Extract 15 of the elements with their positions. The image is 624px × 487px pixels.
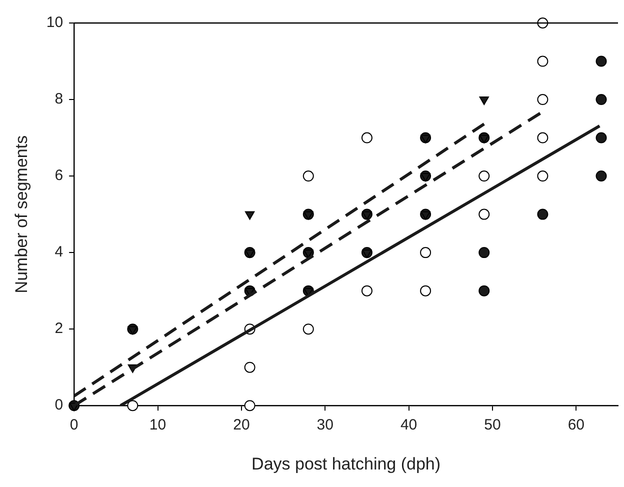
y-tick-label: 10	[46, 14, 64, 32]
x-tick-label: 50	[484, 416, 501, 434]
y-tick-label: 4	[54, 244, 64, 261]
y-tick-label: 8	[54, 90, 64, 108]
x-tick-label: 60	[568, 416, 585, 434]
x-axis-title: Days post hatching (dph)	[252, 454, 441, 474]
x-tick-label: 40	[400, 416, 418, 434]
y-tick-label: 6	[54, 167, 64, 184]
x-tick-label: 20	[233, 416, 250, 434]
x-tick-label: 30	[316, 416, 334, 434]
x-tick-label: 0	[70, 416, 78, 434]
x-tick-label: 10	[149, 416, 166, 434]
y-tick-label: 0	[54, 396, 64, 414]
y-tick-label: 2	[54, 320, 64, 338]
y-axis-title: Number of segments	[12, 135, 31, 294]
